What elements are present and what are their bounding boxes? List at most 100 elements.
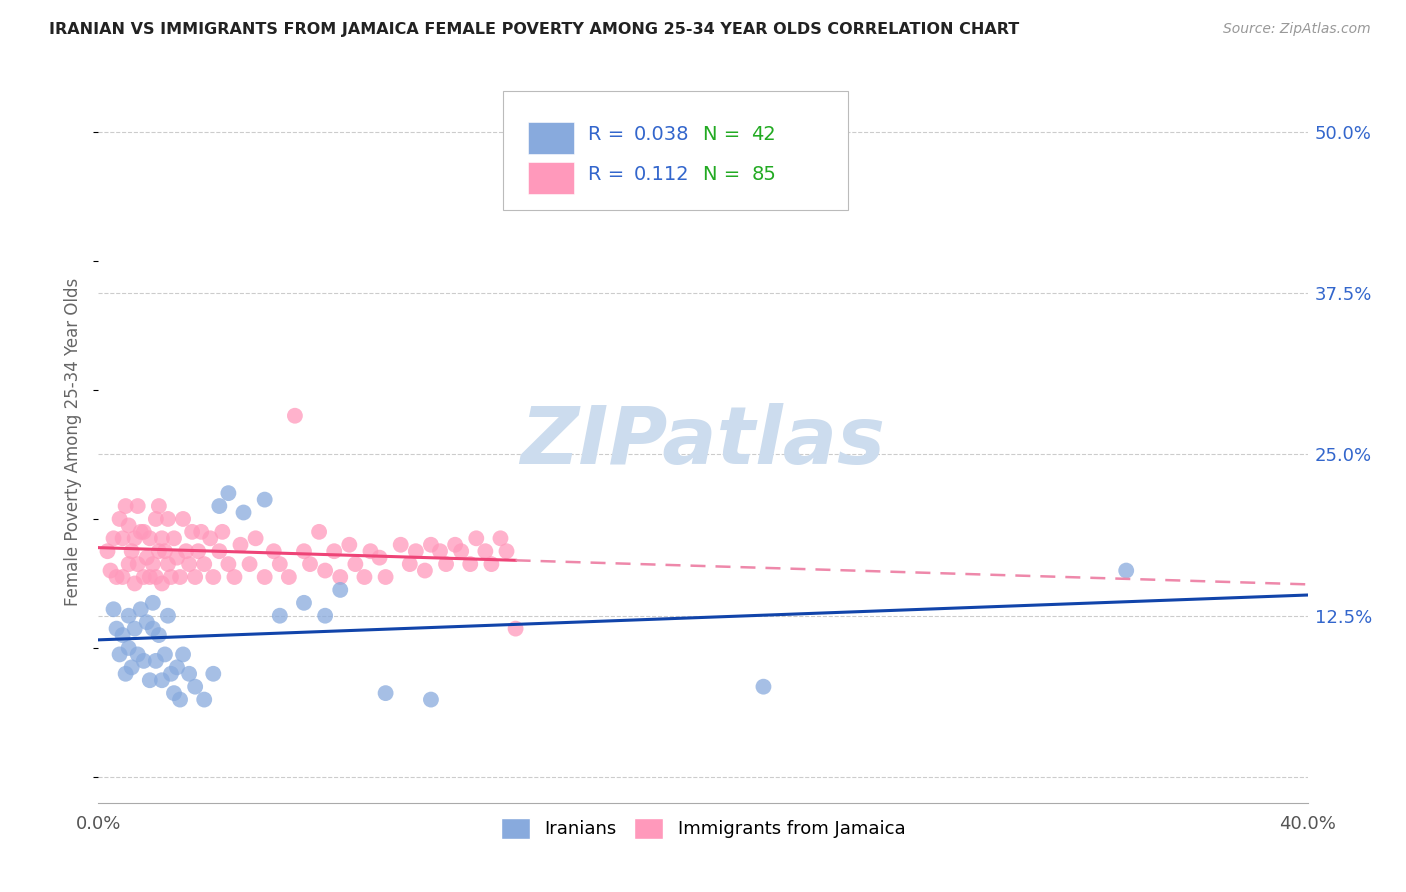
Point [181,524,204,539]
Point [129,602,152,616]
Point [1115,564,1137,578]
Point [121,660,143,674]
Point [174,544,197,558]
Point [323,544,346,558]
Point [163,531,186,545]
Point [111,628,134,642]
Point [169,570,191,584]
Point [132,654,155,668]
Point [263,544,285,558]
Point [481,557,503,571]
Point [308,524,330,539]
Point [337,538,360,552]
Point [245,531,267,545]
Point [224,570,246,584]
Point [505,622,527,636]
Point [166,550,188,565]
Point [145,654,167,668]
Text: R =: R = [588,125,631,144]
Point [208,499,231,513]
Point [752,680,775,694]
Point [413,564,436,578]
Point [292,544,315,558]
Point [202,666,225,681]
Point [111,570,134,584]
Point [156,608,179,623]
Point [145,570,167,584]
Point [200,531,222,545]
Point [135,550,157,565]
Point [129,524,152,539]
Text: 42: 42 [751,125,776,144]
Point [187,544,209,558]
Point [105,570,128,584]
Point [179,557,201,571]
Text: 0.038: 0.038 [634,125,689,144]
Point [169,692,191,706]
Text: R =: R = [588,165,637,184]
Point [139,531,162,545]
Point [105,622,128,636]
Text: N =: N = [703,125,747,144]
Point [156,557,179,571]
Point [150,576,173,591]
Point [184,570,207,584]
Point [239,557,262,571]
Point [398,557,420,571]
Point [229,538,252,552]
Point [429,544,451,558]
Point [96,544,118,558]
Point [184,680,207,694]
Point [124,576,146,591]
Text: 85: 85 [751,165,776,184]
Point [135,615,157,630]
Text: Source: ZipAtlas.com: Source: ZipAtlas.com [1223,22,1371,37]
Point [360,544,382,558]
Point [103,602,125,616]
Point [211,524,233,539]
Point [420,692,443,706]
Point [150,531,173,545]
FancyBboxPatch shape [527,162,574,194]
Point [108,512,131,526]
Point [217,486,239,500]
Point [420,538,443,552]
Point [172,512,194,526]
Y-axis label: Female Poverty Among 25-34 Year Olds: Female Poverty Among 25-34 Year Olds [65,277,83,606]
Point [103,531,125,545]
Point [118,518,141,533]
Legend: Iranians, Immigrants from Jamaica: Iranians, Immigrants from Jamaica [494,811,912,846]
Point [253,492,276,507]
Point [160,570,183,584]
Point [114,666,136,681]
Point [150,673,173,688]
Point [217,557,239,571]
Point [142,596,165,610]
Point [374,686,396,700]
Point [114,499,136,513]
Point [269,608,291,623]
Point [132,570,155,584]
Point [329,570,352,584]
Point [368,550,391,565]
Text: ZIPatlas: ZIPatlas [520,402,886,481]
Point [284,409,307,423]
Point [253,570,276,584]
Text: IRANIAN VS IMMIGRANTS FROM JAMAICA FEMALE POVERTY AMONG 25-34 YEAR OLDS CORRELAT: IRANIAN VS IMMIGRANTS FROM JAMAICA FEMAL… [49,22,1019,37]
Point [160,666,183,681]
FancyBboxPatch shape [503,91,848,211]
Point [172,648,194,662]
Point [111,531,134,545]
Point [145,512,167,526]
Point [489,531,512,545]
Point [148,499,170,513]
Point [374,570,396,584]
Point [202,570,225,584]
Text: 0.112: 0.112 [634,165,690,184]
Point [465,531,488,545]
FancyBboxPatch shape [527,122,574,154]
Point [474,544,496,558]
Point [118,640,141,655]
Point [127,648,149,662]
Point [163,686,186,700]
